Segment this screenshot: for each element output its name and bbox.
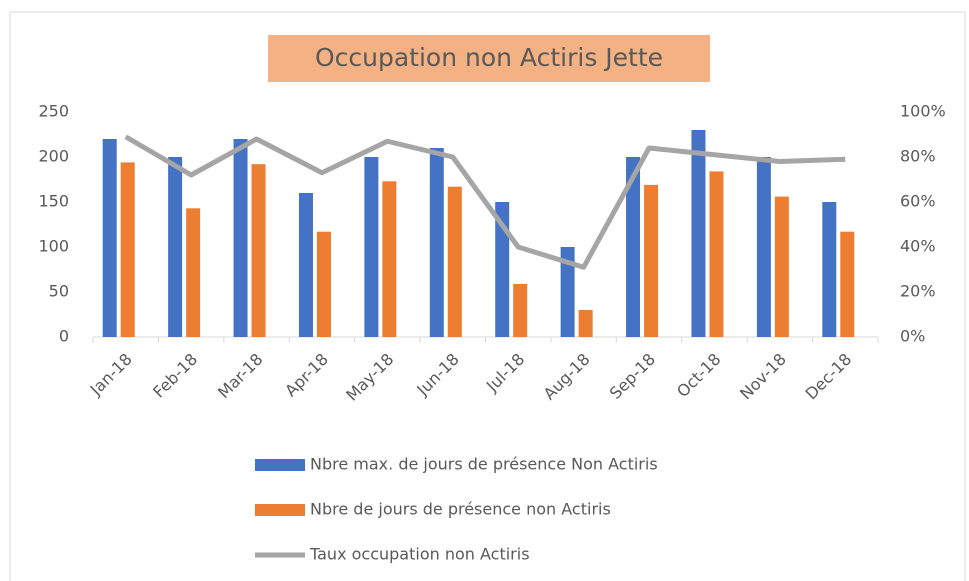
bar [120,162,135,337]
bar [578,310,593,337]
y-tick-label: 50 [49,282,69,301]
bar [840,231,855,337]
bar [822,202,837,337]
bar [756,157,771,337]
bar [513,283,528,337]
legend-label: Nbre max. de jours de présence Non Actir… [310,455,658,474]
y-tick-label: 200 [38,147,69,166]
bar [447,186,462,337]
bar [626,157,641,337]
bar [774,196,789,337]
legend-label: Nbre de jours de présence non Actiris [310,500,611,519]
bar [102,139,117,337]
y2-tick-label: 40% [900,237,936,256]
y2-tick-label: 80% [900,147,936,166]
bar [168,157,183,337]
legend-label: Taux occupation non Actiris [309,545,530,564]
chart-title: Occupation non Actiris Jette [315,43,663,72]
bar [709,171,724,337]
y-tick-label: 0 [59,327,69,346]
y2-tick-label: 100% [900,102,946,121]
y2-tick-label: 0% [900,327,925,346]
legend-swatch [255,459,305,471]
y2-tick-label: 60% [900,192,936,211]
bar [560,247,575,337]
bar [429,148,444,337]
bar [364,157,379,337]
bar [251,164,266,337]
y-tick-label: 150 [38,192,69,211]
chart-frame [9,11,966,581]
y-tick-label: 100 [38,237,69,256]
bar [382,181,397,337]
y2-tick-label: 20% [900,282,936,301]
bar [495,202,510,337]
legend-swatch [255,504,305,516]
line [124,134,846,270]
title-box [268,35,710,82]
bar [186,208,201,337]
bar [233,139,248,337]
bar [316,231,331,337]
y-tick-label: 250 [38,102,69,121]
bar [298,193,313,337]
bar [644,184,659,337]
bar [691,130,706,337]
